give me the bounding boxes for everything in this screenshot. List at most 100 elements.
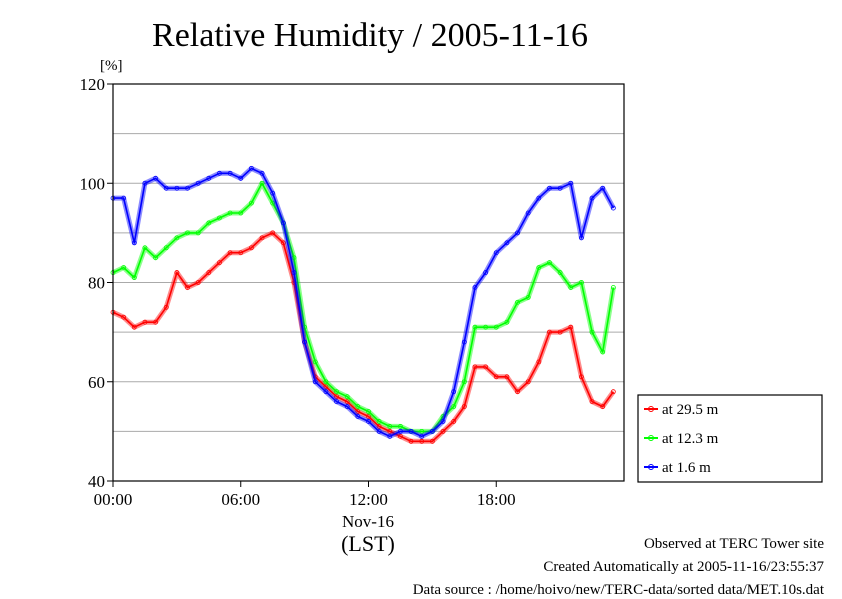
data-point: [483, 364, 489, 370]
data-point: [525, 210, 531, 216]
data-point: [472, 285, 478, 290]
y-tick-label: 80: [88, 274, 105, 293]
data-point: [568, 180, 574, 186]
data-point: [515, 389, 520, 395]
data-point: [355, 414, 361, 419]
data-point: [376, 419, 382, 424]
footer-source: Data source : /home/hoivo/new/TERC-data/…: [412, 582, 824, 598]
data-point: [589, 399, 595, 405]
data-point: [493, 324, 499, 330]
data-point: [174, 270, 180, 275]
data-point: [515, 230, 520, 236]
data-point: [355, 404, 361, 409]
data-point: [579, 235, 584, 241]
data-point: [238, 210, 244, 216]
data-point: [259, 180, 265, 186]
data-point: [589, 329, 595, 335]
data-point: [483, 270, 489, 275]
series-at-12-3-m: [110, 180, 616, 434]
data-point: [163, 185, 169, 191]
data-point: [610, 285, 616, 290]
data-point: [398, 433, 403, 439]
data-point: [185, 230, 190, 236]
data-point: [142, 245, 148, 251]
data-point: [557, 329, 563, 335]
data-point: [185, 285, 190, 290]
data-point: [387, 433, 393, 439]
data-point: [270, 190, 276, 196]
data-point: [302, 339, 308, 345]
data-point: [280, 220, 286, 226]
data-point: [227, 210, 233, 216]
data-point: [334, 389, 339, 395]
data-point: [355, 409, 361, 414]
data-point: [461, 404, 467, 409]
x-tick-label: 12:00: [349, 490, 388, 509]
data-point: [312, 379, 318, 385]
data-point: [557, 270, 563, 275]
legend-marker: [648, 464, 654, 470]
data-point: [131, 324, 137, 330]
data-point: [323, 379, 329, 385]
data-point: [610, 205, 616, 211]
data-point: [366, 419, 371, 424]
data-point: [493, 250, 499, 256]
series-band: [111, 180, 616, 434]
data-point: [206, 270, 212, 275]
data-point: [536, 359, 542, 365]
data-point: [270, 230, 276, 236]
x-axis-ticks: 00:00 06:00 12:00 18:00: [94, 481, 516, 509]
data-point: [312, 359, 318, 365]
data-point: [429, 438, 435, 444]
data-point: [440, 428, 446, 434]
data-point: [472, 324, 478, 330]
data-point: [525, 294, 531, 300]
legend-label: at 12.3 m: [662, 431, 719, 447]
data-point: [547, 329, 552, 335]
data-point: [419, 433, 425, 439]
data-point: [227, 250, 233, 256]
data-point: [248, 200, 254, 206]
series-band: [113, 165, 616, 439]
y-tick-label: 100: [80, 174, 106, 193]
data-point: [248, 245, 254, 251]
data-point: [248, 165, 254, 171]
footer-created: Created Automatically at 2005-11-16/23:5…: [543, 559, 824, 575]
series-line: [112, 182, 615, 433]
data-point: [185, 185, 190, 191]
data-point: [366, 414, 371, 419]
data-point: [366, 409, 371, 414]
data-point: [557, 185, 563, 191]
data-point: [387, 424, 393, 429]
y-axis-ticks: 40 60 80 100 120: [80, 75, 113, 491]
legend: at 29.5 m at 12.3 m at 1.6 m: [637, 394, 823, 483]
y-tick-label: 120: [80, 75, 106, 94]
data-point: [227, 170, 233, 176]
data-point: [568, 324, 574, 330]
legend-marker: [648, 435, 654, 441]
data-point: [610, 389, 616, 395]
data-point: [195, 180, 201, 186]
data-point: [504, 240, 510, 246]
data-point: [408, 438, 414, 444]
data-point: [451, 419, 457, 424]
x-tick-label: 06:00: [221, 490, 260, 509]
data-point: [217, 170, 222, 176]
data-point: [195, 230, 201, 236]
data-point: [579, 280, 584, 285]
data-point: [408, 428, 414, 434]
y-axis-unit: [%]: [100, 58, 123, 74]
data-point: [376, 428, 382, 434]
y-tick-label: 40: [88, 472, 105, 491]
data-point: [217, 215, 222, 221]
data-point: [163, 304, 169, 310]
data-point: [344, 394, 350, 400]
legend-label: at 29.5 m: [662, 402, 719, 418]
data-point: [525, 379, 531, 385]
grid-lines: [113, 133, 624, 432]
x-axis-date-label: Nov-16: [342, 512, 394, 531]
data-point: [238, 175, 244, 181]
legend-label: at 1.6 m: [662, 460, 711, 476]
data-point: [536, 265, 542, 271]
data-point: [121, 314, 127, 320]
